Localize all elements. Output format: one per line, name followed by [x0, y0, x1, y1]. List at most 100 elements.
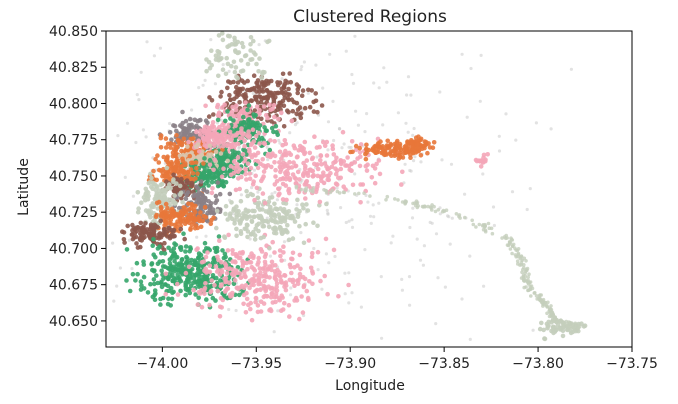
- data-point: [321, 139, 326, 145]
- data-point: [239, 174, 244, 180]
- data-point: [569, 67, 574, 71]
- data-point: [363, 156, 369, 162]
- data-point: [507, 242, 512, 246]
- data-point: [206, 114, 212, 119]
- data-point: [216, 110, 222, 116]
- data-point: [409, 169, 413, 173]
- data-point: [239, 193, 243, 197]
- data-point: [454, 212, 459, 216]
- data-point: [393, 197, 397, 201]
- data-point: [237, 250, 243, 256]
- data-point: [224, 143, 230, 149]
- data-point: [207, 143, 213, 149]
- data-point: [419, 160, 423, 164]
- data-point: [221, 255, 227, 261]
- data-point: [124, 247, 130, 252]
- data-point: [244, 188, 249, 194]
- data-point: [486, 221, 491, 226]
- data-point: [175, 219, 180, 224]
- data-point: [169, 197, 174, 203]
- data-point: [180, 156, 185, 162]
- data-point: [234, 308, 238, 313]
- data-point: [245, 87, 250, 93]
- data-point: [180, 169, 186, 174]
- data-point: [314, 63, 318, 67]
- data-point: [148, 281, 153, 287]
- data-point: [396, 111, 400, 115]
- data-point: [272, 114, 277, 120]
- data-point: [189, 150, 194, 155]
- data-point: [218, 132, 224, 138]
- data-point: [207, 157, 213, 163]
- data-point: [202, 165, 207, 171]
- data-point: [350, 149, 355, 155]
- data-point: [312, 134, 317, 139]
- data-point: [250, 127, 256, 132]
- data-point: [272, 250, 277, 255]
- data-point: [370, 146, 376, 151]
- data-point: [413, 150, 419, 155]
- data-point: [297, 252, 303, 258]
- data-point: [254, 185, 260, 191]
- data-point: [134, 260, 140, 266]
- data-point: [199, 152, 204, 158]
- data-point: [350, 218, 354, 222]
- data-point: [163, 220, 169, 225]
- data-point: [123, 175, 127, 179]
- data-point: [241, 292, 247, 298]
- data-point: [225, 61, 231, 67]
- data-point: [236, 92, 242, 98]
- data-point: [331, 152, 337, 157]
- data-point: [178, 226, 184, 232]
- data-point: [193, 279, 198, 285]
- data-point: [267, 246, 272, 251]
- data-point: [183, 249, 188, 254]
- data-point: [246, 103, 252, 108]
- data-point: [545, 304, 549, 309]
- data-point: [267, 90, 273, 95]
- data-point: [340, 129, 346, 135]
- data-point: [463, 192, 467, 196]
- data-point: [409, 93, 413, 97]
- data-point: [156, 160, 162, 165]
- data-point: [242, 143, 247, 149]
- data-point: [153, 214, 159, 219]
- data-point: [214, 245, 220, 251]
- data-point: [460, 52, 464, 56]
- data-point: [207, 95, 212, 100]
- data-point: [381, 123, 385, 127]
- data-point: [216, 33, 222, 38]
- data-point: [255, 165, 261, 171]
- data-point: [289, 97, 295, 102]
- y-tick-label: 40.750: [49, 169, 98, 185]
- data-point: [294, 154, 300, 160]
- data-point: [280, 142, 286, 148]
- data-point: [279, 110, 284, 116]
- data-point: [209, 190, 215, 196]
- data-point: [273, 123, 279, 129]
- data-point: [215, 180, 221, 185]
- data-point: [180, 163, 185, 168]
- data-point: [380, 336, 384, 340]
- data-point: [278, 141, 282, 145]
- data-point: [254, 104, 260, 109]
- data-point: [255, 309, 261, 315]
- data-point: [139, 283, 144, 288]
- data-point: [203, 281, 208, 286]
- data-point: [303, 221, 309, 227]
- data-point: [272, 160, 277, 165]
- data-point: [294, 100, 300, 106]
- data-point: [251, 255, 256, 261]
- data-point: [302, 139, 308, 145]
- data-point: [286, 302, 292, 308]
- data-point: [139, 232, 144, 237]
- data-point: [325, 173, 330, 179]
- data-point: [284, 197, 289, 203]
- data-point: [188, 270, 193, 276]
- data-point: [235, 75, 240, 81]
- data-point: [135, 209, 141, 215]
- data-point: [286, 186, 292, 192]
- data-point: [151, 168, 156, 174]
- data-point: [214, 131, 220, 137]
- data-point: [305, 295, 311, 301]
